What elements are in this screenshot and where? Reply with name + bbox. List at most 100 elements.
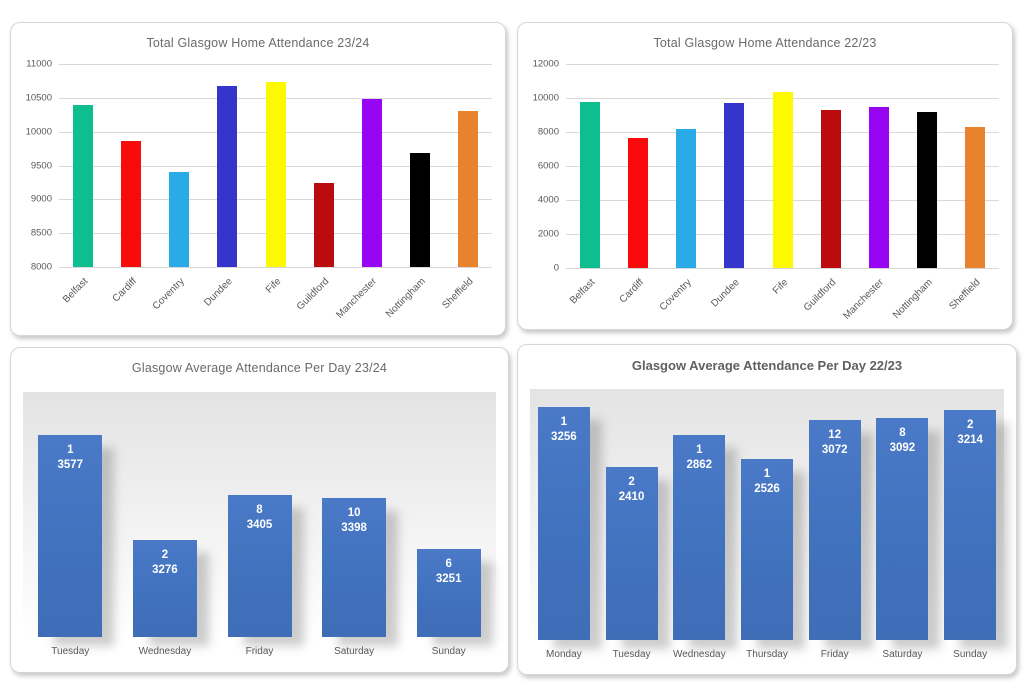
bar-fife: [265, 81, 286, 267]
x-axis-label-guildford: Guildford: [294, 276, 332, 313]
bar-data-label: 1 2862: [667, 443, 731, 473]
bar-cardiff: [121, 141, 142, 267]
chart-card-total-attendance-2324[interactable]: Total Glasgow Home Attendance 23/24 1100…: [10, 22, 506, 336]
bar-data-label: 8 3092: [870, 426, 934, 456]
bar-label-average: 3398: [341, 521, 367, 534]
plot-area-average-per-day-2324: 1 3577 Tuesday 2 3276 Wednesday 8 3405 Friday 10 3…: [23, 392, 496, 657]
bar-dundee: [724, 103, 745, 268]
bar-belfast: [580, 102, 601, 268]
bar-label-games: 2: [966, 418, 974, 431]
bar-label-average: 3251: [435, 573, 462, 586]
x-axis-label-monday: Monday: [546, 649, 582, 660]
y-axis-tick-label: 10000: [25, 126, 52, 138]
bar-monday: 1 3256: [537, 406, 590, 640]
x-axis-label-guildford: Guildford: [801, 277, 839, 314]
bar-label-average: 3092: [889, 442, 916, 455]
bar-dundee: [217, 86, 238, 267]
x-axis-label-nottingham: Nottingham: [383, 276, 428, 320]
x-axis-label-tuesday: Tuesday: [51, 646, 90, 657]
y-axis-tick-label: 4000: [537, 194, 559, 206]
x-axis-label-belfast: Belfast: [61, 276, 91, 306]
y-axis-tick-label: 8000: [537, 126, 559, 138]
bar-guildford: [820, 109, 841, 268]
bar-belfast: [73, 104, 94, 267]
x-axis-label-belfast: Belfast: [568, 277, 598, 307]
x-axis-label-friday: Friday: [820, 649, 849, 660]
bar-sheffield: [964, 126, 985, 268]
bar-label-average: 2862: [686, 458, 713, 471]
chart-title: Glasgow Average Attendance Per Day 23/24: [131, 361, 388, 375]
bar-manchester: [868, 106, 889, 268]
bar-label-average: 3072: [821, 443, 848, 456]
bar-coventry: [169, 172, 190, 267]
x-axis-label-manchester: Manchester: [841, 277, 887, 322]
y-axis-tick-label: 0: [553, 262, 559, 274]
x-axis-label-thursday: Thursday: [746, 649, 788, 660]
x-axis-label-wednesday: Wednesday: [138, 646, 192, 657]
x-axis-label-sunday: Sunday: [431, 646, 466, 657]
bar-thursday: 1 2526: [741, 458, 793, 640]
bar-label-average: 3256: [551, 430, 577, 443]
bar-friday: 8 3405: [227, 495, 292, 637]
bar-data-label: 12 3072: [803, 428, 867, 458]
x-axis-label-cardiff: Cardiff: [110, 276, 139, 305]
y-axis-tick-label: 12000: [532, 58, 559, 70]
bar-tuesday: 1 3577: [38, 435, 103, 637]
bar-label-average: 3276: [152, 564, 178, 577]
bar-label-games: 1: [560, 415, 568, 428]
bar-fife: [772, 91, 793, 268]
bar-label-games: 10: [347, 506, 361, 519]
y-axis-tick-label: 10000: [532, 92, 559, 104]
bar-data-label: 6 3251: [411, 557, 487, 587]
bar-label-average: 2410: [618, 491, 645, 504]
x-axis-label-coventry: Coventry: [150, 276, 188, 313]
bar-wednesday: 2 3276: [132, 540, 197, 637]
x-axis-label-sheffield: Sheffield: [440, 276, 476, 312]
chart-card-average-per-day-2223[interactable]: Glasgow Average Attendance Per Day 22/23…: [517, 344, 1017, 675]
bar-label-average: 3405: [246, 519, 273, 532]
bar-friday: 12 3072: [808, 419, 861, 640]
x-axis-label-saturday: Saturday: [882, 649, 923, 660]
bar-data-label: 1 3577: [32, 443, 108, 473]
bar-label-games: 12: [828, 428, 842, 441]
bar-data-label: 1 3256: [532, 415, 596, 445]
x-axis-label-sheffield: Sheffield: [947, 277, 983, 313]
x-axis-label-sunday: Sunday: [953, 649, 988, 660]
bar-guildford: [313, 183, 334, 267]
bar-data-label: 2 2410: [600, 475, 664, 505]
bar-label-games: 1: [67, 444, 74, 457]
x-axis-label-cardiff: Cardiff: [617, 277, 646, 306]
bar-coventry: [676, 129, 697, 268]
gridline: [566, 64, 999, 65]
bar-wednesday: 1 2862: [673, 434, 726, 640]
y-axis-tick-label: 10500: [25, 92, 52, 104]
x-axis-label-dundee: Dundee: [709, 277, 743, 310]
bar-label-games: 8: [899, 427, 906, 440]
x-axis-label-manchester: Manchester: [334, 276, 380, 321]
chart-card-total-attendance-2223[interactable]: Total Glasgow Home Attendance 22/23 1200…: [517, 22, 1013, 330]
y-axis-tick-label: 8500: [30, 227, 52, 239]
y-axis-tick-label: 11000: [26, 58, 52, 70]
gridline: [59, 64, 492, 65]
plot-area-total-attendance-2324: 11000 10500 10000 9500 9000 8500 8000 Belfast Ca…: [26, 59, 492, 321]
chart-card-average-per-day-2324[interactable]: Glasgow Average Attendance Per Day 23/24…: [10, 347, 509, 673]
bar-sunday: 6 3251: [416, 549, 481, 637]
bar-label-average: 2526: [754, 482, 780, 495]
y-axis-tick-label: 9000: [30, 193, 52, 205]
bar-data-label: 1 2526: [735, 467, 799, 497]
bar-label-games: 8: [256, 504, 263, 517]
bar-sunday: 2 3214: [944, 409, 997, 640]
bar-data-label: 10 3398: [316, 506, 392, 536]
x-axis-label-coventry: Coventry: [657, 277, 695, 314]
bar-label-games: 2: [628, 476, 635, 489]
bar-nottingham: [409, 153, 430, 267]
y-axis-tick-label: 9500: [30, 160, 52, 171]
bar-nottingham: [916, 111, 937, 268]
x-axis-label-dundee: Dundee: [202, 276, 236, 309]
y-axis-tick-label: 2000: [537, 228, 559, 240]
gridline: [566, 268, 999, 269]
bar-label-average: 3577: [57, 459, 84, 472]
x-axis-label-fife: Fife: [263, 276, 284, 296]
chart-title: Total Glasgow Home Attendance 22/23: [653, 36, 877, 50]
x-axis-label-fife: Fife: [770, 277, 791, 297]
